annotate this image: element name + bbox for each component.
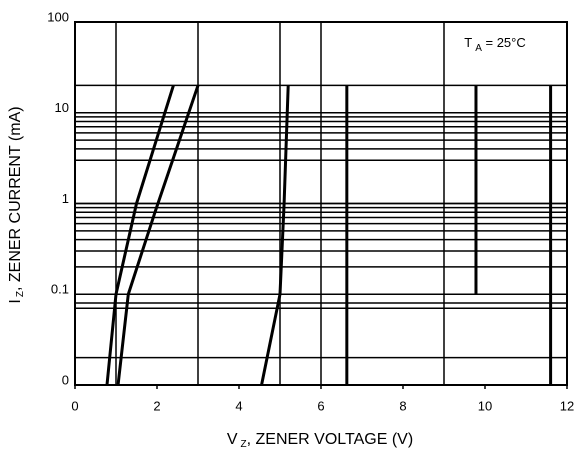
x-tick-label: 4 — [235, 398, 242, 413]
y-label-rest: , ZENER CURRENT (mA) — [7, 106, 24, 291]
x-axis-label: V Z, ZENER VOLTAGE (V) — [227, 431, 413, 449]
plot-border — [74, 21, 568, 386]
x-tick-label: 2 — [153, 398, 160, 413]
x-label-rest: , ZENER VOLTAGE (V) — [247, 431, 414, 448]
y-tick-label: 0.1 — [51, 282, 69, 297]
x-tick-label: 12 — [560, 398, 574, 413]
x-tick-label: 6 — [317, 398, 324, 413]
x-tick-label: 0 — [71, 398, 78, 413]
y-tick-label: 0 — [62, 372, 69, 387]
curve — [105, 84, 175, 386]
annotation-main: T — [464, 35, 472, 50]
y-tick-label: 10 — [55, 100, 69, 115]
x-tick-label: 10 — [478, 398, 492, 413]
y-tick-label: 1 — [62, 191, 69, 206]
annotation-box — [455, 23, 566, 67]
y-tick-label: 100 — [47, 9, 69, 24]
curve — [260, 85, 290, 386]
y-label-sub: Z — [15, 291, 26, 297]
y-label-main: I — [7, 299, 24, 303]
x-label-sub: Z — [241, 439, 247, 450]
curve — [116, 84, 200, 386]
annotation-sub: A — [475, 43, 482, 54]
annotation-rest: = 25°C — [482, 35, 526, 50]
x-label-main: V — [227, 431, 238, 448]
x-tick-label: 8 — [399, 398, 406, 413]
y-axis-label: IZ, ZENER CURRENT (mA) — [7, 106, 25, 303]
